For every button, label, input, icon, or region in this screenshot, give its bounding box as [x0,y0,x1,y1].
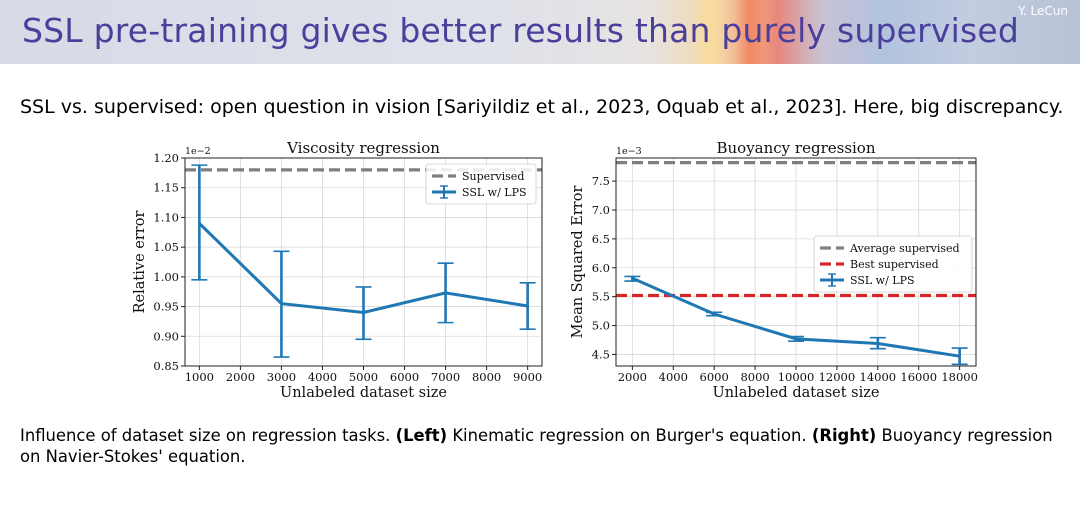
legend-label: SSL w/ LPS [462,186,527,199]
x-tick-label: 2000 [226,370,255,384]
y-axis-label: Mean Squared Error [570,186,586,339]
y-tick-label: 5.5 [592,290,610,304]
banner-streak [735,0,765,64]
x-tick-label: 4000 [659,370,688,384]
x-tick-label: 8000 [740,370,769,384]
legend-box [813,235,973,293]
y-scale-note: 1e−2 [185,146,211,157]
y-tick-label: 0.90 [153,329,179,343]
x-tick-label: 2000 [618,370,647,384]
banner-streak [690,0,730,64]
legend-label: Best supervised [850,258,939,271]
caption-left-label: (Left) [395,426,448,445]
author-label: Y. LeCun [1018,4,1068,18]
y-axis-label: Relative error [132,211,148,314]
title-banner: SSL pre-training gives better results th… [0,0,1080,64]
caption-right-label: (Right) [811,426,877,445]
x-tick-label: 1000 [185,370,214,384]
x-axis-label: Unlabeled dataset size [280,385,447,401]
x-tick-label: 8000 [472,370,501,384]
x-axis-label: Unlabeled dataset size [713,385,880,401]
y-tick-label: 7.0 [592,203,610,217]
caption-intro: Influence of dataset size on regression … [20,426,391,445]
x-tick-label: 3000 [267,370,296,384]
x-tick-label: 6000 [390,370,419,384]
y-tick-label: 1.05 [153,240,179,254]
y-tick-label: 1.15 [153,181,179,195]
legend-label: SSL w/ LPS [850,274,915,287]
chart-title: Viscosity regression [286,139,440,157]
y-tick-label: 1.10 [153,210,179,224]
figure-caption: Influence of dataset size on regression … [20,425,1060,467]
y-tick-label: 5.0 [592,319,610,333]
y-tick-label: 1.00 [153,270,179,284]
viscosity-chart: 1000 2000 3000 4000 5000 6000 7000 8000 9000 0.85… [132,139,543,401]
legend: Supervised SSL w/ LPS [425,163,537,205]
x-tick-label: 10000 [778,370,815,384]
y-tick-label: 1.20 [153,151,179,165]
legend: Average supervised Best supervised SSL w/ … [813,235,973,293]
x-tick-label: 14000 [860,370,897,384]
caption-left-text: Kinematic regression on Burger's equatio… [452,426,807,445]
chart-title: Buoyancy regression [716,139,875,157]
x-tick-label: 4000 [308,370,337,384]
y-tick-label: 6.5 [592,232,610,246]
x-tick-label: 7000 [431,370,460,384]
legend-box [425,163,537,205]
x-tick-label: 6000 [700,370,729,384]
y-tick-label: 0.85 [153,359,179,373]
legend-label: Average supervised [849,242,960,255]
x-tick-label: 5000 [349,370,378,384]
y-scale-note: 1e−3 [616,146,642,157]
slide-title: SSL pre-training gives better results th… [22,11,1020,50]
caption-right-text: Buoyancy regression on Navier-Stokes' eq… [20,426,1053,466]
x-tick-label: 16000 [900,370,937,384]
x-tick-label: 18000 [941,370,978,384]
y-tick-label: 6.0 [592,261,610,275]
y-tick-label: 0.95 [153,300,179,314]
y-tick-label: 7.5 [592,174,610,188]
slide-subtitle: SSL vs. supervised: open question in vis… [20,96,1064,118]
buoyancy-chart: 2000 4000 6000 8000 10000 12000 14000 16000 1800… [570,139,978,401]
legend-label: Supervised [462,170,524,183]
y-tick-label: 4.5 [592,347,610,361]
x-tick-label: 9000 [513,370,542,384]
x-tick-label: 12000 [819,370,856,384]
